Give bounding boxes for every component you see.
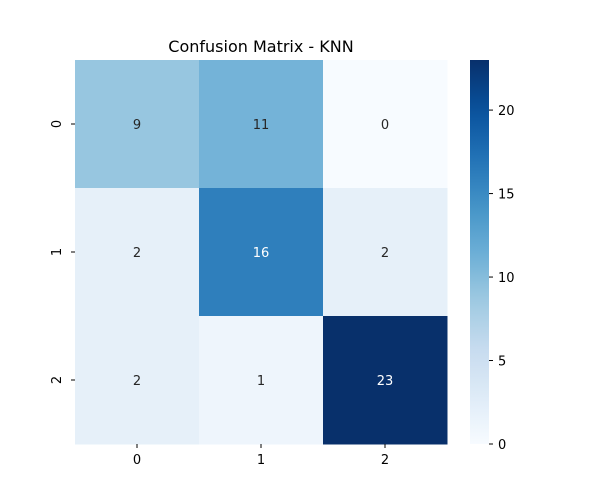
y-tick-label: 2 [50, 376, 65, 384]
y-tick-label: 0 [50, 120, 65, 128]
cell-value-label: 1 [257, 374, 265, 389]
cell-value-label: 11 [253, 118, 270, 133]
cell-value-label: 2 [381, 246, 389, 261]
x-tick-label: 0 [133, 453, 141, 468]
cell-value-label: 9 [133, 118, 141, 133]
x-tick-label: 1 [257, 453, 265, 468]
cell-value-label: 2 [133, 246, 141, 261]
heatmap-cell [75, 316, 200, 445]
x-axis: 0 1 2 [133, 444, 389, 468]
chart-title: Confusion Matrix - KNN [168, 37, 353, 56]
colorbar-tick-label: 0 [498, 438, 506, 453]
heatmap-cell [199, 60, 324, 189]
colorbar-tick-label: 5 [498, 355, 506, 370]
x-tick-label: 2 [381, 453, 389, 468]
heatmap-cell-labels: 9 11 0 2 16 2 2 1 23 [133, 118, 393, 389]
colorbar-tick-label: 15 [498, 188, 515, 203]
colorbar-tick-label: 10 [498, 271, 515, 286]
heatmap-cell [199, 188, 324, 317]
colorbar: 0 5 10 15 20 [470, 60, 515, 453]
cell-value-label: 16 [253, 246, 270, 261]
cell-value-label: 0 [381, 118, 389, 133]
heatmap-cells [75, 60, 448, 445]
heatmap-cell [323, 188, 448, 317]
heatmap-cell [75, 188, 200, 317]
heatmap-cell [75, 60, 200, 189]
colorbar-gradient [470, 60, 489, 444]
heatmap-cell [323, 60, 448, 189]
y-tick-label: 1 [50, 248, 65, 256]
colorbar-tick-label: 20 [498, 104, 515, 119]
heatmap-cell [323, 316, 448, 445]
heatmap-cell [199, 316, 324, 445]
cell-value-label: 2 [133, 374, 141, 389]
cell-value-label: 23 [377, 374, 394, 389]
y-axis: 0 1 2 [50, 120, 75, 384]
